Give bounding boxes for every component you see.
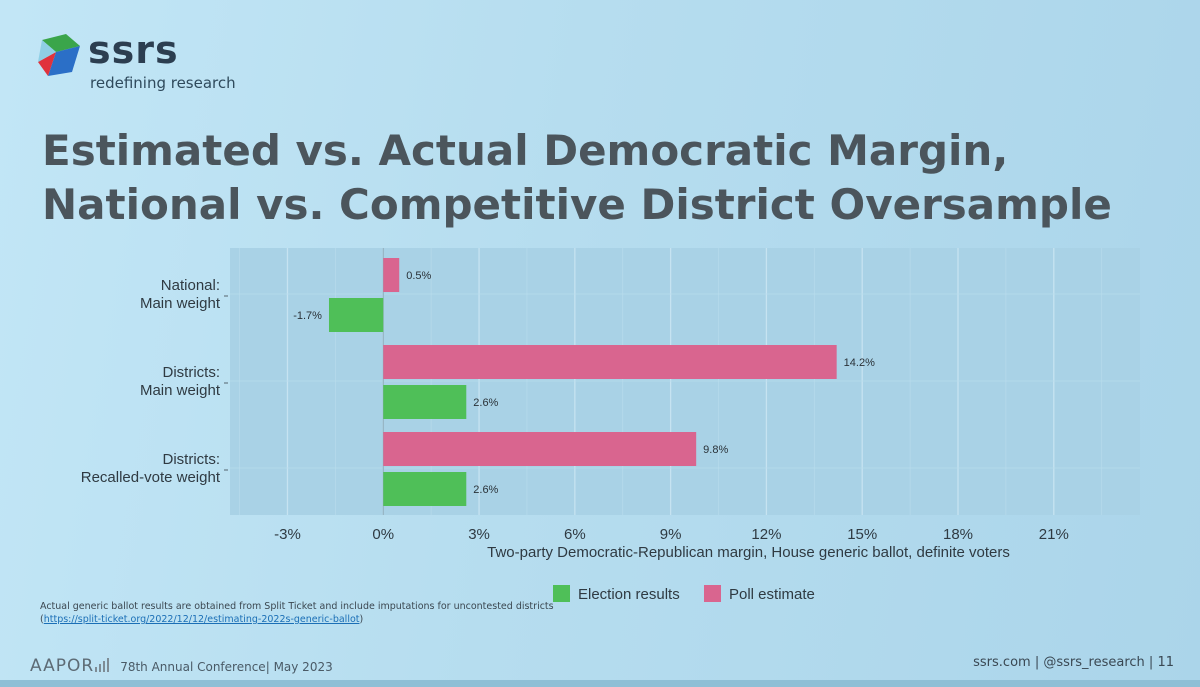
footer-separator: | <box>265 660 270 674</box>
x-tick-label: 6% <box>564 526 586 543</box>
data-label: 0.5% <box>406 270 431 282</box>
aapor-bars-icon <box>95 658 110 672</box>
x-tick-label: -3% <box>274 526 301 543</box>
x-tick-label: 18% <box>943 526 973 543</box>
footer-sep-2: | <box>1148 655 1154 670</box>
x-axis-label: Two-party Democratic-Republican margin, … <box>487 544 1010 561</box>
category-label: National: <box>161 277 220 294</box>
aapor-logo: AAPOR <box>30 656 95 676</box>
x-tick-label: 0% <box>372 526 394 543</box>
bar-election-results <box>328 298 384 332</box>
footer-sep-1: | <box>1034 655 1040 670</box>
bar-poll-estimate <box>383 258 400 292</box>
page-number: 11 <box>1157 655 1174 670</box>
slide-title: Estimated vs. Actual Democratic Margin, … <box>42 124 1162 232</box>
data-label: -1.7% <box>293 310 322 322</box>
bar-poll-estimate <box>383 345 837 379</box>
bar-election-results <box>383 472 467 506</box>
x-tick-label: 21% <box>1039 526 1069 543</box>
x-tick-label: 9% <box>660 526 682 543</box>
plot-area <box>230 248 1140 515</box>
data-label: 2.6% <box>473 484 498 496</box>
title-line-2: National vs. Competitive District Oversa… <box>42 180 1112 229</box>
category-label: Main weight <box>140 382 221 399</box>
brand-tagline: redefining research <box>90 74 236 92</box>
data-label: 14.2% <box>844 357 875 369</box>
legend-swatch <box>704 585 721 602</box>
footer-conference: 78th Annual Conference <box>120 660 266 674</box>
bar-election-results <box>383 385 467 419</box>
footer-handle[interactable]: @ssrs_research <box>1043 655 1145 670</box>
footnote-text: Actual generic ballot results are obtain… <box>40 601 554 612</box>
bar-poll-estimate <box>383 432 697 466</box>
category-label: Recalled-vote weight <box>81 469 221 486</box>
category-label: Districts: <box>163 364 221 381</box>
x-tick-label: 15% <box>847 526 877 543</box>
title-line-1: Estimated vs. Actual Democratic Margin, <box>42 126 1009 175</box>
legend-label: Poll estimate <box>729 586 815 603</box>
footnote-link[interactable]: https://split-ticket.org/2022/12/12/esti… <box>43 614 360 625</box>
footer-website[interactable]: ssrs.com <box>973 655 1031 670</box>
footer-left: AAPOR 78th Annual Conference| May 2023 <box>30 656 333 676</box>
ssrs-logo-icon <box>38 34 80 76</box>
brand-name: ssrs <box>88 28 179 72</box>
category-label: Districts: <box>163 451 221 468</box>
x-tick-label: 3% <box>468 526 490 543</box>
footnote-link-close: ) <box>359 614 364 625</box>
footer-bar <box>0 680 1200 687</box>
data-label: 2.6% <box>473 397 498 409</box>
footnote-link-open: ( <box>40 614 44 625</box>
category-label: Main weight <box>140 295 221 312</box>
x-tick-label: 12% <box>751 526 781 543</box>
footer-date: May 2023 <box>273 660 333 674</box>
footer-right: ssrs.com | @ssrs_research | 11 <box>973 655 1174 670</box>
footnote: Actual generic ballot results are obtain… <box>40 600 560 626</box>
legend-label: Election results <box>578 586 680 603</box>
legend-swatch <box>553 585 570 602</box>
data-label: 9.8% <box>703 444 728 456</box>
